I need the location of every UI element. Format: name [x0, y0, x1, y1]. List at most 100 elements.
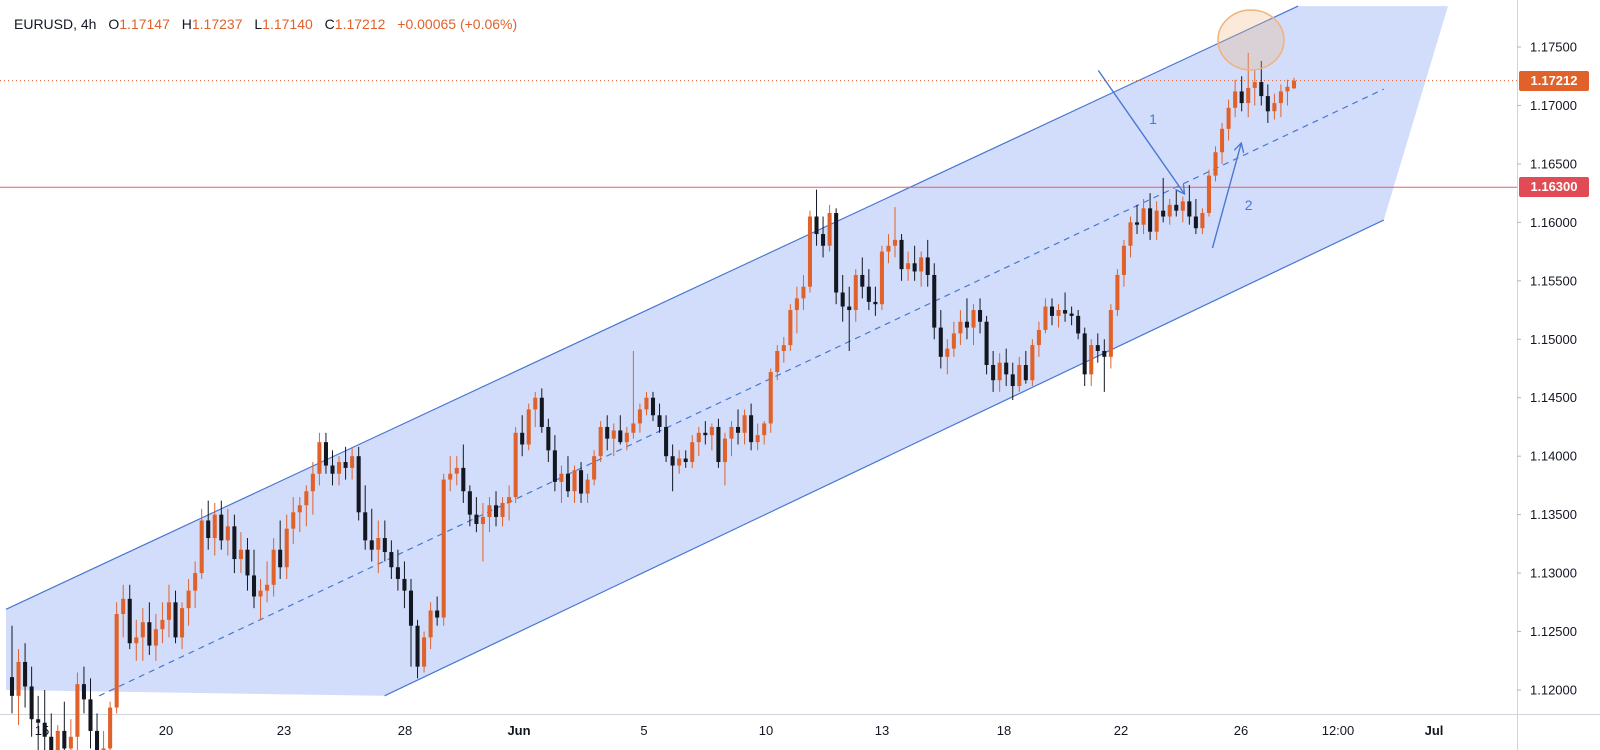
candle — [376, 520, 381, 574]
candle — [1233, 79, 1238, 118]
close-label: C — [324, 16, 335, 32]
candle-body — [978, 310, 983, 322]
candle-body — [526, 409, 531, 445]
candle-body — [696, 432, 701, 443]
candle-body — [140, 622, 145, 638]
candle — [415, 619, 420, 679]
candle-body — [121, 598, 126, 615]
candle-body — [1148, 208, 1153, 232]
candle — [389, 540, 394, 579]
candle-body — [840, 292, 845, 307]
candle — [520, 415, 525, 457]
candle-body — [964, 321, 969, 328]
candle-body — [415, 625, 420, 667]
candle — [232, 514, 237, 574]
candle — [945, 339, 950, 375]
candle-body — [925, 257, 930, 275]
candle-body — [1180, 201, 1185, 211]
candle — [1226, 99, 1231, 141]
candle — [762, 421, 767, 445]
candle-body — [637, 409, 642, 424]
candle — [539, 388, 544, 433]
candle — [657, 403, 662, 433]
candle-body — [716, 426, 721, 463]
candle — [461, 444, 466, 503]
candle-body — [258, 590, 263, 597]
candle-body — [1154, 210, 1159, 232]
y-tick-label: 1.13000 — [1530, 566, 1577, 581]
candle — [95, 713, 100, 750]
candle-body — [23, 661, 28, 687]
current-price-tag: 1.17212 — [1519, 70, 1589, 91]
candle-body — [1213, 152, 1218, 176]
candle — [605, 415, 610, 451]
candle — [265, 561, 270, 603]
candle — [1121, 239, 1126, 287]
x-tick-label: 23 — [277, 723, 291, 738]
candle-body — [1102, 350, 1107, 357]
candle-body — [520, 432, 525, 445]
candle — [650, 391, 656, 422]
candle-body — [101, 748, 106, 750]
candle-body — [1167, 204, 1172, 217]
candle — [821, 216, 826, 258]
candle-body — [1063, 310, 1068, 314]
high-value: 1.17237 — [191, 16, 243, 32]
candle-body — [1285, 86, 1290, 92]
candle — [925, 239, 930, 287]
candle-body — [513, 432, 518, 498]
x-tick-label: 10 — [759, 723, 773, 738]
candle — [1134, 204, 1140, 235]
candle — [768, 368, 773, 433]
candle — [624, 426, 629, 451]
candle-body — [1239, 91, 1244, 104]
candle — [886, 234, 891, 264]
candle-body — [794, 298, 799, 311]
low-label: L — [254, 16, 263, 32]
y-tick-label: 1.17000 — [1530, 98, 1577, 113]
candle — [513, 426, 518, 503]
candle-body — [454, 467, 459, 474]
candle-body — [1128, 222, 1133, 246]
y-tick-label: 1.13500 — [1530, 507, 1577, 522]
candle — [1141, 198, 1146, 235]
candle — [853, 269, 858, 322]
candle-body — [1220, 128, 1225, 153]
candle — [1049, 298, 1055, 326]
annotation-label-2: 2 — [1245, 197, 1253, 213]
candle-body — [1082, 333, 1087, 375]
candle-body — [873, 301, 878, 305]
candle-body — [768, 372, 773, 424]
candle — [670, 444, 675, 492]
x-tick-label: 12:00 — [1322, 723, 1355, 738]
candle-body — [480, 516, 485, 524]
candle-body — [1291, 80, 1297, 89]
candle-body — [310, 473, 315, 492]
candle-body — [1174, 204, 1179, 211]
candle — [683, 450, 688, 468]
candle-body — [108, 707, 113, 749]
y-tick-label: 1.16500 — [1530, 156, 1577, 171]
candle-body — [997, 362, 1002, 381]
candle — [356, 446, 361, 521]
candle — [62, 701, 67, 750]
candle — [794, 286, 799, 334]
candle-body — [762, 423, 767, 436]
candle-body — [9, 677, 15, 696]
candle — [55, 725, 60, 750]
candle — [1043, 298, 1048, 334]
candle-body — [153, 629, 158, 646]
candle-body — [95, 730, 100, 750]
candle — [742, 409, 747, 445]
candle — [166, 584, 172, 638]
candle — [991, 350, 996, 392]
candle-body — [1206, 175, 1211, 214]
candle — [1023, 350, 1028, 384]
candle-body — [618, 430, 623, 443]
candle-body — [88, 699, 93, 731]
x-tick-label: Jun — [507, 723, 530, 738]
candle-body — [166, 602, 172, 620]
candle-body — [781, 345, 786, 351]
